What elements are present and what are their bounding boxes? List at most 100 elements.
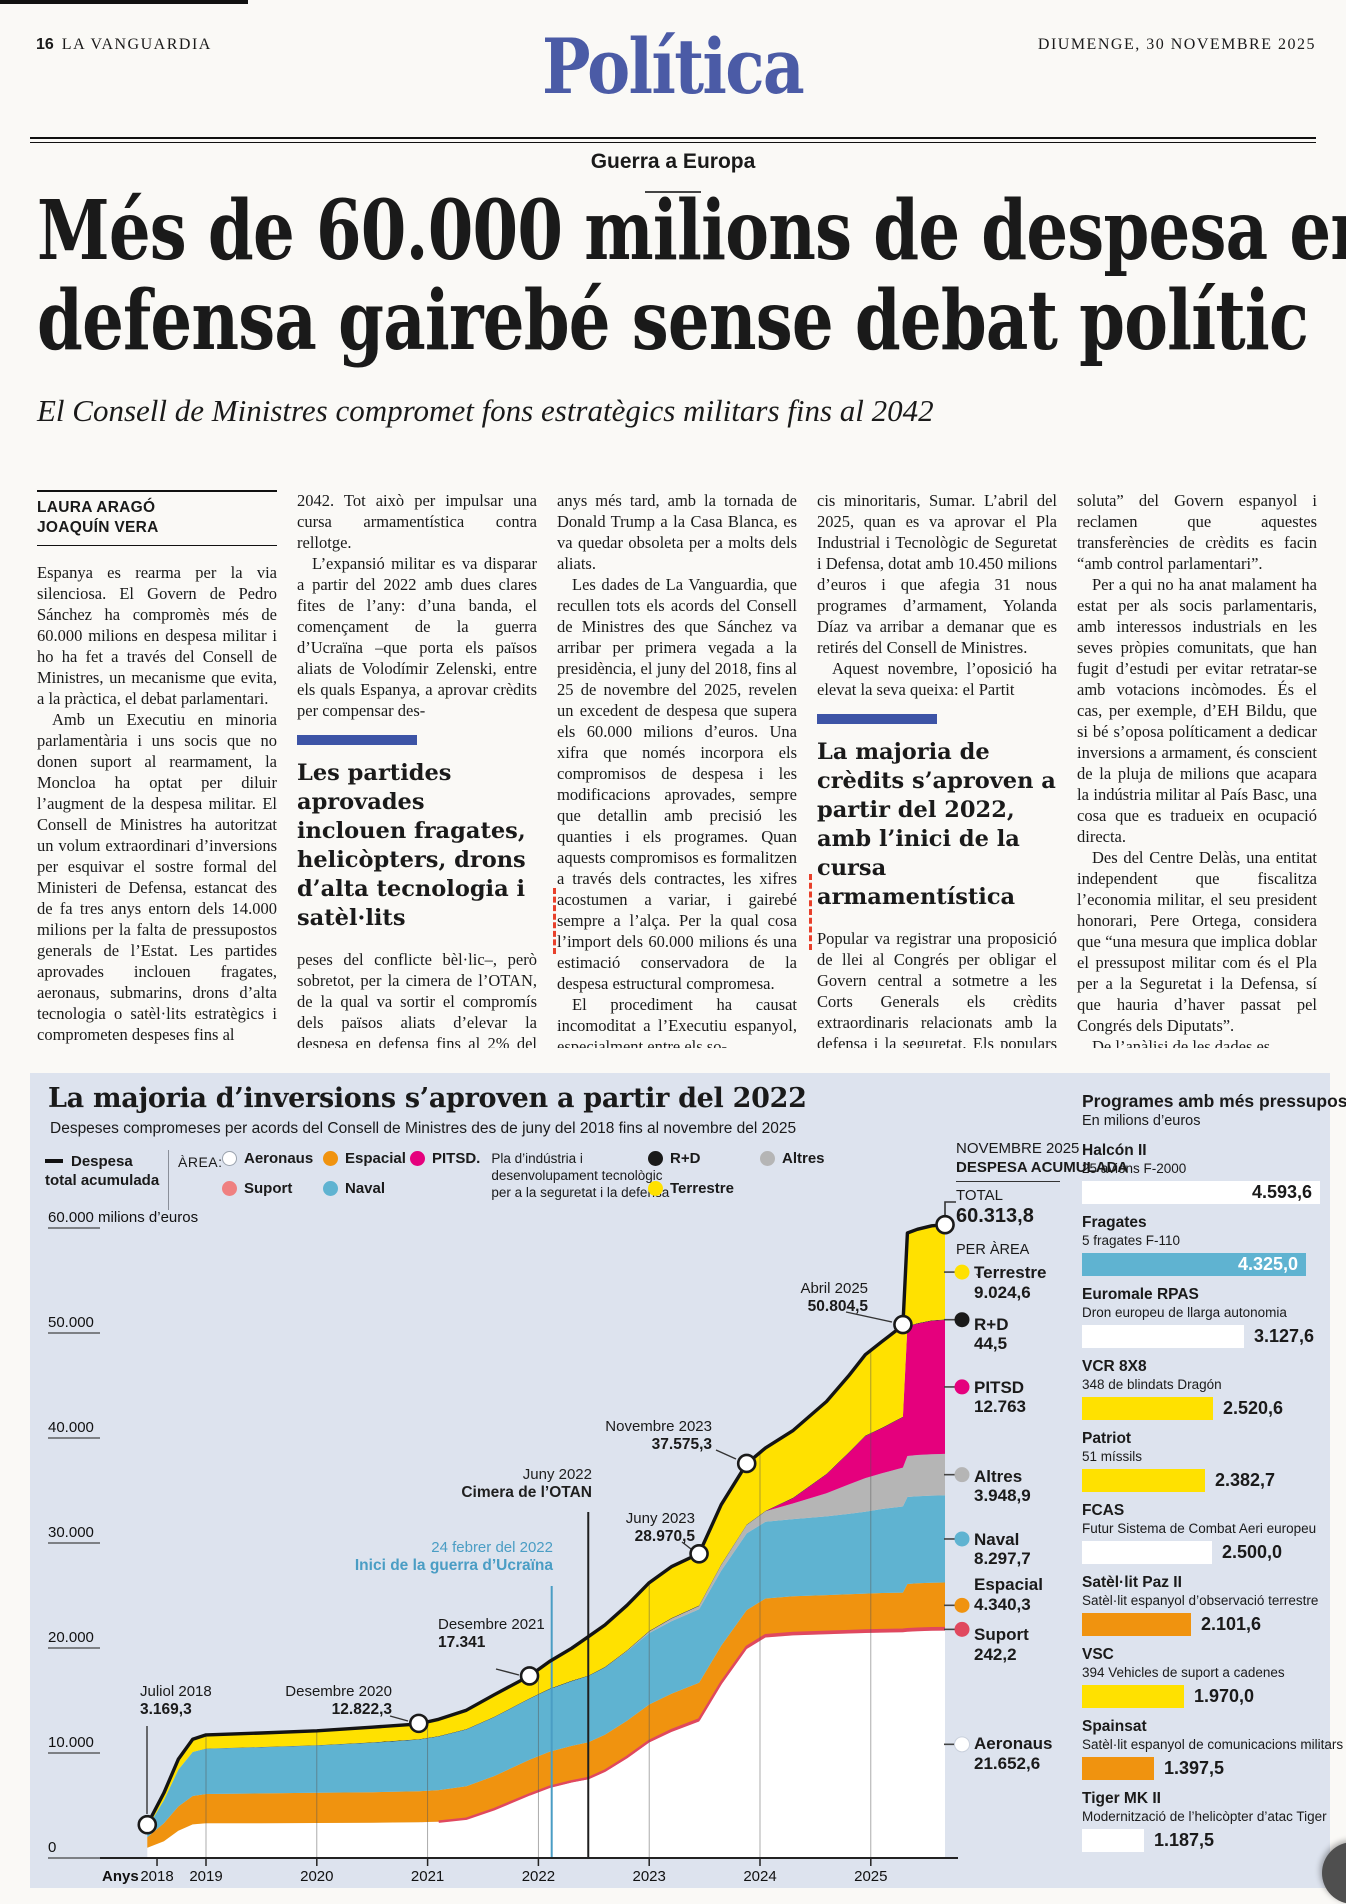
program-name: Spainsat	[1082, 1718, 1147, 1735]
y-tick-label: 30.000	[48, 1524, 94, 1541]
masthead-double-rule	[30, 137, 1316, 143]
article-body: LAURA ARAGÓ JOAQUÍN VERA Espanya es rearma…	[37, 490, 1318, 1048]
program-name: Tiger MK II	[1082, 1790, 1161, 1807]
program-value: 4.325,0	[1237, 1254, 1298, 1274]
y-tick-label: 60.000 milions d’euros	[48, 1209, 198, 1226]
program-bar	[1082, 1613, 1191, 1636]
program-bar: 4.593,6	[1082, 1181, 1320, 1204]
program-description: Modernització de l’helicòpter d’atac Tig…	[1082, 1809, 1327, 1824]
x-tick-label: 2022	[522, 1868, 555, 1885]
program-bar-row: 3.127,6	[1082, 1325, 1334, 1348]
program-value: 1.187,5	[1154, 1830, 1215, 1850]
program-value: 2.101,6	[1201, 1614, 1262, 1634]
paragraph: Espanya es rearma per la via silenciosa.…	[37, 563, 277, 708]
chart-area-Aeronaus	[147, 1630, 946, 1858]
program-name: VSC	[1082, 1646, 1114, 1663]
program-name: VCR 8X8	[1082, 1358, 1147, 1375]
program-bar	[1082, 1325, 1244, 1348]
program-description: 394 Vehicles de suport a cadenes	[1082, 1665, 1285, 1680]
y-tick-label: 10.000	[48, 1734, 94, 1751]
headline: Més de 60.000 milions de despesa en defe…	[37, 186, 1346, 366]
x-tick-label: 2019	[189, 1868, 222, 1885]
suport-line	[438, 1626, 946, 1823]
pull-quote: La majoria de crèdits s’aproven a partir…	[817, 714, 1057, 912]
pull-quote: Les partides aprovades inclouen fragates…	[297, 735, 537, 933]
paragraph: Aquest novembre, l’oposició ha elevat la…	[817, 659, 1057, 699]
program-bar	[1082, 1757, 1154, 1780]
program-value: 4.593,6	[1251, 1182, 1312, 1202]
y-tick-label: 50.000	[48, 1314, 94, 1331]
chart-area-Naval	[147, 1495, 946, 1838]
chart-area-Espacial	[147, 1582, 946, 1848]
kicker: Guerra a Europa	[590, 150, 756, 173]
program-bar-row: 1.187,5	[1082, 1829, 1334, 1852]
program-name: Patriot	[1082, 1430, 1132, 1447]
annotation-circle	[689, 1544, 709, 1564]
program-bar-row: 2.382,7	[1082, 1469, 1334, 1492]
article-column: LAURA ARAGÓ JOAQUÍN VERA Espanya es rearma…	[37, 490, 277, 1048]
annotation-circle	[736, 1453, 757, 1474]
program-description: 348 de blindats Dragón	[1082, 1377, 1222, 1392]
program-bar	[1082, 1541, 1212, 1564]
area-label-dot	[954, 1736, 970, 1753]
annotation-circle	[935, 1214, 955, 1235]
y-tick-label: 20.000	[48, 1629, 94, 1646]
annotation-connector	[845, 1311, 893, 1323]
annotation-connector	[681, 1541, 692, 1550]
program-value: 1.397,5	[1164, 1758, 1225, 1778]
annotation-connector	[389, 1715, 409, 1722]
program-row: Tiger MK II Modernització de l’helicòpter…	[1082, 1789, 1334, 1852]
program-row: Spainsat Satèl·lit espanyol de comunicaci…	[1082, 1717, 1343, 1780]
program-row: Fragates 5 fragates F-110 4.325,0	[1082, 1213, 1334, 1276]
program-name: Halcón II	[1082, 1142, 1147, 1159]
programs-unit: En milions d’euros	[1082, 1113, 1201, 1129]
article-column: cis minoritaris, Sumar. L’abril del 2025…	[817, 490, 1057, 1048]
program-bar	[1082, 1829, 1144, 1852]
area-label-dot	[954, 1621, 970, 1637]
programs-panel: Programes amb més pressupost En milions …	[1082, 1091, 1346, 1861]
program-name: Euromale RPAS	[1082, 1286, 1199, 1303]
area-label-dot	[954, 1467, 970, 1483]
x-tick-label: 2024	[743, 1868, 776, 1885]
end-connector	[944, 1201, 956, 1215]
paragraph: Per a qui no ha anat malament ha estat p…	[1077, 575, 1317, 846]
program-row: FCAS Futur Sistema de Combat Aeri europeu…	[1082, 1501, 1334, 1564]
kicker-rule	[645, 191, 701, 193]
paragraph: El procediment ha causat incomoditat a l…	[557, 995, 797, 1048]
brand-name: LA VANGUARDIA	[61, 36, 212, 53]
total-line	[145, 1223, 946, 1826]
area-label-dot	[954, 1531, 970, 1547]
headline-line1: Més de 60.000 milions de despesa en	[37, 183, 1346, 279]
page-number: 16	[36, 36, 54, 53]
annotation-circle	[408, 1713, 429, 1734]
program-bar-row: 2.500,0	[1082, 1541, 1334, 1564]
program-value: 2.382,7	[1215, 1470, 1276, 1490]
article-column: 2042. Tot això per impulsar una cursa ar…	[297, 490, 537, 1048]
program-name: Fragates	[1082, 1214, 1147, 1231]
y-tick-label: 40.000	[48, 1419, 94, 1436]
area-label-dot	[954, 1597, 970, 1613]
paragraph: Popular va registrar una proposició de l…	[817, 929, 1057, 1048]
paragraph: Les dades de La Vanguardia, que recullen…	[557, 575, 797, 993]
x-tick-label: 2020	[300, 1868, 333, 1885]
section-title: Política	[542, 22, 805, 111]
program-bar-row: 4.593,6	[1082, 1181, 1334, 1204]
program-bar: 4.325,0	[1082, 1253, 1306, 1276]
program-description: 5 fragates F-110	[1082, 1233, 1181, 1248]
program-row: VCR 8X8 348 de blindats Dragón 2.520,6	[1082, 1357, 1334, 1420]
program-row: Patriot 51 míssils 2.382,7	[1082, 1429, 1334, 1492]
program-value: 2.520,6	[1223, 1398, 1284, 1418]
area-label-dot	[954, 1312, 970, 1328]
area-label-dot	[954, 1264, 970, 1280]
program-bar-row: 2.520,6	[1082, 1397, 1334, 1420]
page-edge-bar	[0, 0, 248, 4]
program-bar-row: 4.325,0	[1082, 1253, 1334, 1276]
program-description: 25 avions F-2000	[1082, 1161, 1187, 1176]
program-row: VSC 394 Vehicles de suport a cadenes 1.970…	[1082, 1645, 1334, 1708]
program-bar-row: 1.397,5	[1082, 1757, 1334, 1780]
paragraph: soluta” del Govern espanyol i reclamen q…	[1077, 491, 1317, 573]
chart-area-Altres	[147, 1453, 946, 1828]
y-tick-label: 0	[48, 1839, 56, 1856]
x-tick-label: 2025	[854, 1868, 887, 1885]
